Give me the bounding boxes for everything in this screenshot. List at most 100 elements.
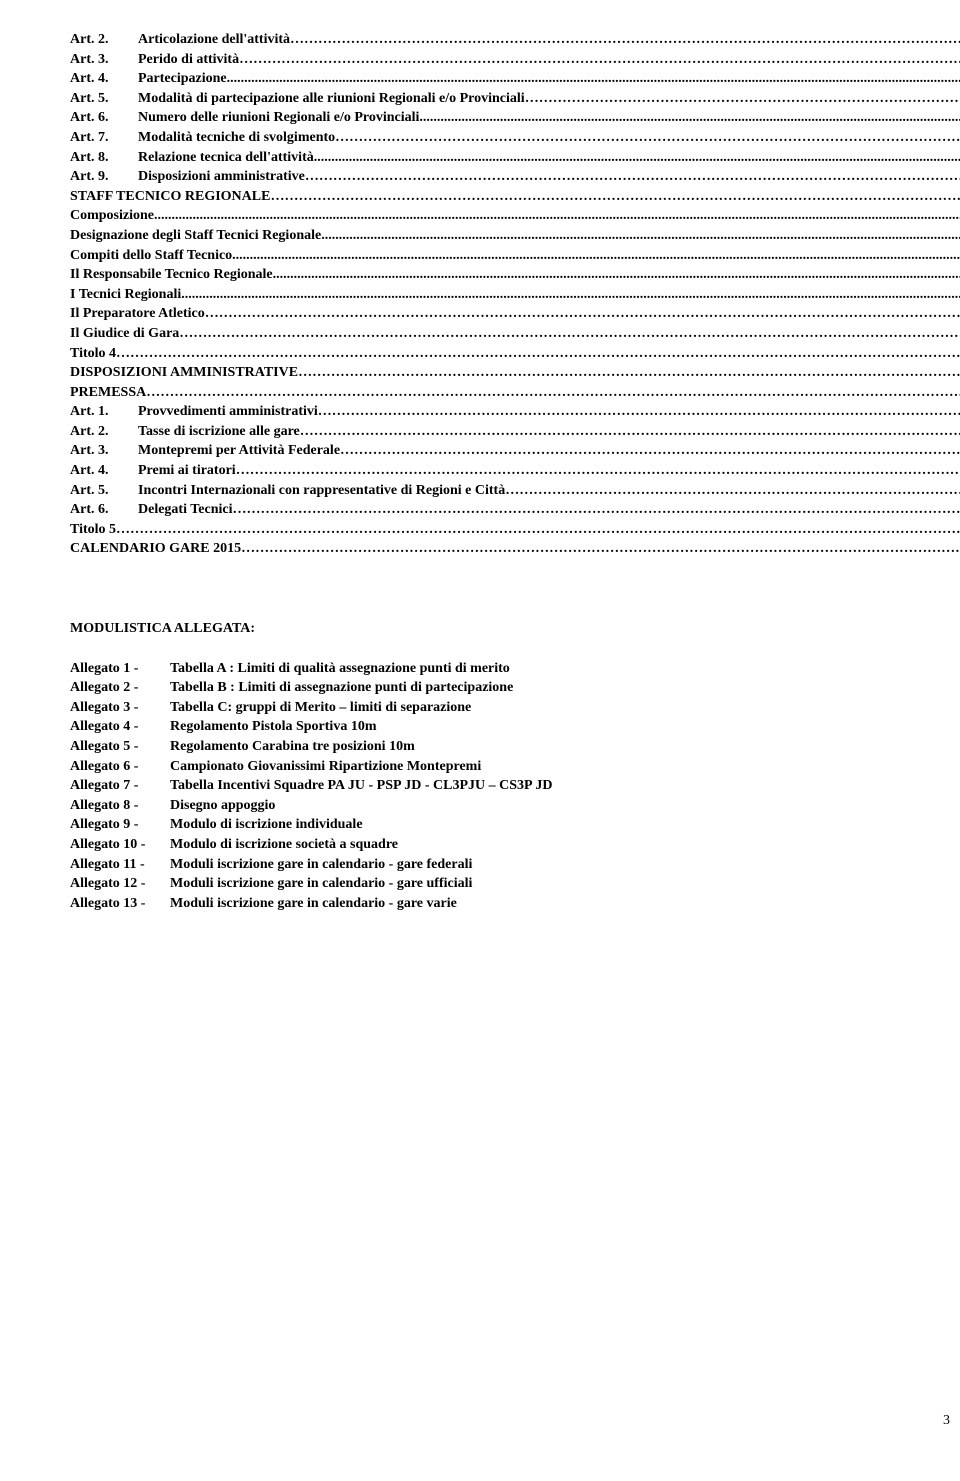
allegato-line: Allegato 9 -Modulo di iscrizione individ… [70,815,960,835]
toc-leader-dots [232,246,960,266]
toc-article-label: Art. 5. [70,481,138,501]
allegato-line: Allegato 11 -Moduli iscrizione gare in c… [70,855,960,875]
toc-line: Art. 6.Delegati Tecnici46 [70,500,960,520]
toc-title: Montepremi per Attività Federale [138,441,340,461]
toc-leader-dots [270,187,960,207]
toc-line: Il Preparatore Atletico41 [70,304,960,324]
allegato-label: Allegato 10 - [70,835,170,855]
toc-title: Tasse di iscrizione alle gare [138,422,300,442]
toc-title: STAFF TECNICO REGIONALE [70,187,270,207]
allegato-description: Tabella A : Limiti di qualità assegnazio… [170,659,960,679]
toc-title: Titolo 4 [70,344,116,364]
toc-line: Art. 7.Modalità tecniche di svolgimento4… [70,128,960,148]
allegato-line: Allegato 6 -Campionato Giovanissimi Ripa… [70,757,960,777]
toc-line: Il Giudice di Gara41 [70,324,960,344]
toc-leader-dots [340,441,960,461]
toc-title: Premi ai tiratori [138,461,236,481]
toc-title: Modalità di partecipazione alle riunioni… [138,89,525,109]
toc-leader-dots [314,148,960,168]
toc-line: Art. 5.Incontri Internazionali con rappr… [70,481,960,501]
toc-line: STAFF TECNICO REGIONALE40 [70,187,960,207]
toc-leader-dots [236,461,960,481]
toc-line: Art. 2.Articolazione dell'attività39 [70,30,960,50]
allegati-list: Allegato 1 -Tabella A : Limiti di qualit… [70,659,960,914]
toc-leader-dots [290,30,960,50]
toc-article-label: Art. 9. [70,167,138,187]
toc-title: Compiti dello Staff Tecnico [70,246,232,266]
toc-title: Delegati Tecnici [138,500,233,520]
toc-title: Numero delle riunioni Regionali e/o Prov… [138,108,419,128]
toc-leader-dots [525,89,960,109]
page-number: 3 [943,1411,950,1431]
allegato-label: Allegato 11 - [70,855,170,875]
allegato-line: Allegato 5 -Regolamento Carabina tre pos… [70,737,960,757]
allegato-label: Allegato 9 - [70,815,170,835]
toc-article-label: Art. 5. [70,89,138,109]
allegato-label: Allegato 6 - [70,757,170,777]
modulistica-heading: MODULISTICA ALLEGATA: [70,619,960,639]
allegato-line: Allegato 8 -Disegno appoggio [70,796,960,816]
allegato-description: Modulo di iscrizione individuale [170,815,960,835]
toc-article-label: Art. 2. [70,422,138,442]
allegato-label: Allegato 4 - [70,717,170,737]
toc-leader-dots [241,539,960,559]
toc-line: Art. 5.Modalità di partecipazione alle r… [70,89,960,109]
toc-line: Compiti dello Staff Tecnico40 [70,246,960,266]
toc-title: Designazione degli Staff Tecnici Regiona… [70,226,321,246]
toc-line: Titolo 442 [70,344,960,364]
toc-article-label: Art. 2. [70,30,138,50]
toc-leader-dots [146,383,960,403]
toc-leader-dots [179,324,960,344]
toc-line: Composizione40 [70,206,960,226]
toc-title: Perido di attività [138,50,239,70]
toc-line: Art. 2.Tasse di iscrizione alle gare42 [70,422,960,442]
toc-title: DISPOSIZIONI AMMINISTRATIVE [70,363,298,383]
toc-leader-dots [300,422,960,442]
toc-leader-dots [181,285,960,305]
allegato-description: Regolamento Carabina tre posizioni 10m [170,737,960,757]
allegato-label: Allegato 2 - [70,678,170,698]
toc-leader-dots [419,108,960,128]
allegato-line: Allegato 3 -Tabella C: gruppi di Merito … [70,698,960,718]
toc-article-label: Art. 6. [70,500,138,520]
toc-line: PREMESSA42 [70,383,960,403]
allegato-label: Allegato 13 - [70,894,170,914]
toc-title: CALENDARIO GARE 2015 [70,539,241,559]
toc-title: Il Responsabile Tecnico Regionale [70,265,273,285]
toc-title: Articolazione dell'attività [138,30,290,50]
table-of-contents: Art. 2.Articolazione dell'attività39Art.… [70,30,960,559]
allegato-label: Allegato 12 - [70,874,170,894]
toc-leader-dots [205,304,960,324]
allegato-description: Moduli iscrizione gare in calendario - g… [170,855,960,875]
toc-line: Art. 3.Perido di attività39 [70,50,960,70]
toc-article-label: Art. 7. [70,128,138,148]
toc-article-label: Art. 4. [70,461,138,481]
allegato-line: Allegato 7 -Tabella Incentivi Squadre PA… [70,776,960,796]
toc-leader-dots [239,50,960,70]
allegato-label: Allegato 3 - [70,698,170,718]
toc-title: Partecipazione [138,69,227,89]
toc-line: Titolo 547 [70,520,960,540]
toc-leader-dots [318,402,960,422]
toc-leader-dots [305,167,960,187]
allegato-label: Allegato 5 - [70,737,170,757]
toc-leader-dots [154,206,960,226]
toc-title: Provvedimenti amministrativi [138,402,318,422]
toc-line: I Tecnici Regionali41 [70,285,960,305]
toc-leader-dots [335,128,960,148]
toc-leader-dots [227,69,960,89]
toc-title: Modalità tecniche di svolgimento [138,128,335,148]
allegato-description: Tabella C: gruppi di Merito – limiti di … [170,698,960,718]
allegato-description: Tabella B : Limiti di assegnazione punti… [170,678,960,698]
toc-leader-dots [116,344,960,364]
allegato-description: Modulo di iscrizione società a squadre [170,835,960,855]
toc-line: DISPOSIZIONI AMMINISTRATIVE42 [70,363,960,383]
toc-title: Composizione [70,206,154,226]
toc-leader-dots [116,520,960,540]
toc-title: Disposizioni amministrative [138,167,305,187]
toc-leader-dots [321,226,960,246]
toc-leader-dots [298,363,960,383]
allegato-description: Tabella Incentivi Squadre PA JU - PSP JD… [170,776,960,796]
allegato-label: Allegato 7 - [70,776,170,796]
allegato-line: Allegato 4 -Regolamento Pistola Sportiva… [70,717,960,737]
